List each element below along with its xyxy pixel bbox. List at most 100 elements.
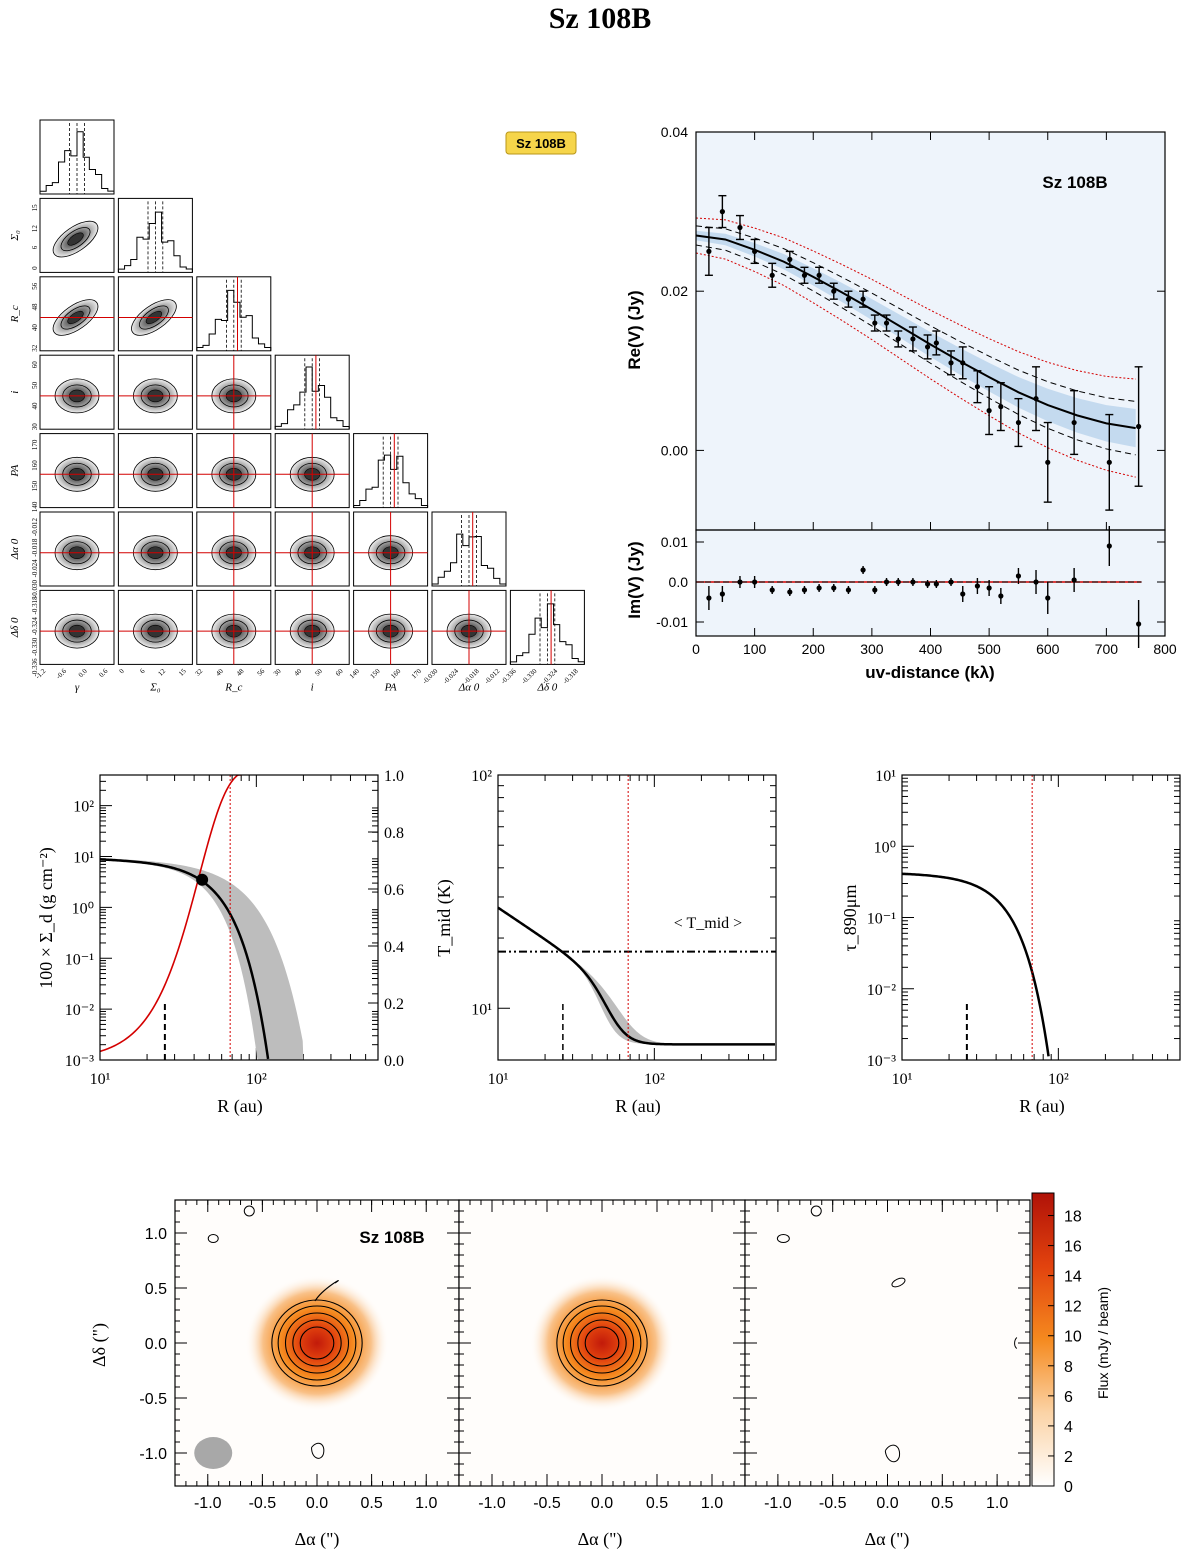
vis-re-point bbox=[816, 272, 822, 278]
corner-density bbox=[52, 220, 99, 258]
vis-im-point bbox=[769, 587, 775, 593]
tau-ytick-label: 10⁰ bbox=[874, 839, 896, 856]
vis-xtick-label: 700 bbox=[1095, 641, 1119, 657]
vis-im-point bbox=[933, 581, 939, 587]
corner-xlabel: Δα 0 bbox=[458, 681, 480, 693]
vis-re-point bbox=[1033, 396, 1039, 402]
sigma-ytick-label: 10⁻³ bbox=[65, 1053, 94, 1070]
corner-xtick: -0.012 bbox=[483, 667, 502, 686]
corner-ytick: 50 bbox=[31, 381, 39, 389]
corner-xtick: 30 bbox=[272, 667, 283, 678]
corner-ytick: 170 bbox=[31, 439, 39, 450]
corner-cell-frame bbox=[353, 433, 429, 509]
vis-envelope-line bbox=[695, 217, 1136, 380]
map-contour bbox=[577, 1319, 627, 1367]
tau-xlabel: R (au) bbox=[1019, 1096, 1064, 1117]
corner-cell-4-4 bbox=[353, 433, 429, 509]
corner-ytick: 56 bbox=[31, 282, 39, 290]
vis-re-point bbox=[933, 340, 939, 346]
corner-cell-4-1 bbox=[117, 433, 193, 509]
colorbar-tick-label: 10 bbox=[1064, 1329, 1082, 1346]
sigma-y2tick-label: 0.0 bbox=[384, 1053, 404, 1070]
tau-xtick-label: 10¹ bbox=[892, 1071, 913, 1088]
vis-xtick-label: 800 bbox=[1153, 641, 1177, 657]
corner-xtick: 12 bbox=[157, 667, 168, 678]
map-contour bbox=[284, 1312, 350, 1374]
corner-cell-3-2 bbox=[196, 354, 272, 430]
corner-cell-5-3 bbox=[274, 511, 350, 587]
corner-cell-4-0: 140 150 160 170 PA bbox=[9, 433, 115, 512]
corner-ytick: 15 bbox=[31, 204, 39, 212]
vis-im-point bbox=[706, 595, 712, 601]
corner-contour-mid bbox=[60, 227, 91, 252]
vis-xtick-label: 200 bbox=[802, 641, 826, 657]
map-ytick-label: -1.0 bbox=[139, 1446, 167, 1463]
vis-im-point bbox=[998, 593, 1004, 599]
corner-ytick: -0.024 bbox=[31, 559, 39, 578]
vis-re-ytick-label: 0.00 bbox=[661, 442, 688, 458]
corner-xlabel: γ bbox=[75, 681, 80, 693]
colorbar-tick-label: 0 bbox=[1064, 1479, 1073, 1496]
temp-xlabel: R (au) bbox=[615, 1096, 660, 1117]
vis-im-point bbox=[895, 579, 901, 585]
corner-cell-5-5 bbox=[431, 511, 507, 587]
corner-cell-frame bbox=[196, 276, 272, 352]
vis-re-point bbox=[986, 408, 992, 414]
vis-re-point bbox=[998, 404, 1004, 410]
sigma-y2tick-label: 0.8 bbox=[384, 825, 404, 842]
vis-re-point bbox=[860, 296, 866, 302]
vis-xtick-label: 600 bbox=[1036, 641, 1060, 657]
map-contour-extension bbox=[314, 1280, 339, 1302]
vis-xtick-label: 100 bbox=[743, 641, 767, 657]
corner-cell-frame bbox=[431, 511, 507, 587]
temp-annotation: < T_mid > bbox=[674, 915, 742, 932]
vis-im-point bbox=[883, 579, 890, 585]
vis-im-point bbox=[1136, 621, 1142, 627]
vis-title: Sz 108B bbox=[1042, 173, 1107, 192]
vis-xtick-label: 400 bbox=[919, 641, 943, 657]
vis-im-point bbox=[872, 587, 878, 593]
map-residual-contour bbox=[810, 1205, 822, 1217]
vis-re-point bbox=[960, 360, 966, 366]
colorbar-tick-label: 4 bbox=[1064, 1419, 1073, 1436]
corner-cell-2-0: 32 40 48 56 R_c bbox=[9, 276, 115, 352]
temp-line bbox=[497, 906, 775, 1046]
corner-xlabel: R_c bbox=[224, 681, 242, 693]
temp-xtick-label: 10² bbox=[644, 1071, 665, 1088]
map-contour bbox=[569, 1312, 635, 1374]
corner-ytick: 12 bbox=[31, 225, 39, 233]
corner-ytick: 6 bbox=[31, 245, 39, 249]
map-xtick-label: 0.5 bbox=[646, 1495, 668, 1512]
corner-cell-1-1 bbox=[117, 197, 193, 273]
vis-re-point bbox=[1106, 459, 1112, 465]
vis-re-ytick-label: 0.02 bbox=[661, 283, 688, 299]
corner-xtick: 56 bbox=[256, 667, 267, 678]
map-xtick-label: 0.5 bbox=[931, 1495, 953, 1512]
sigma-intersect-point bbox=[196, 873, 209, 886]
corner-ytick: -0.012 bbox=[31, 518, 39, 537]
vis-model-line bbox=[695, 234, 1136, 430]
vis-re-point bbox=[883, 320, 890, 326]
corner-xlabel: Δδ 0 bbox=[536, 681, 557, 693]
map-xtick-label: -1.0 bbox=[478, 1495, 506, 1512]
vis-im-ytick-label: -0.01 bbox=[656, 614, 688, 630]
corner-xtick: -0.030 bbox=[421, 667, 440, 686]
corner-ytick: -0.018 bbox=[31, 538, 39, 557]
vis-im-point bbox=[831, 585, 837, 591]
vis-re-point bbox=[895, 336, 901, 342]
sigma-line bbox=[100, 858, 270, 1060]
corner-ytick: -0.336 bbox=[31, 658, 39, 677]
vis-re-point bbox=[787, 256, 793, 262]
vis-im-point bbox=[845, 587, 852, 593]
corner-ylabel: Σ₀ bbox=[9, 230, 21, 242]
vis-im-point bbox=[924, 581, 931, 587]
corner-xlabel: PA bbox=[384, 681, 397, 693]
corner-cell-5-2 bbox=[196, 511, 272, 587]
colorbar: 0 2 4 6 8 10 12 14 16 18 bbox=[1031, 1192, 1082, 1496]
colorbar-tick-label: 8 bbox=[1064, 1359, 1073, 1376]
vis-re-point bbox=[737, 224, 743, 231]
vis-re-point bbox=[910, 336, 916, 342]
colorbar-gradient bbox=[1031, 1192, 1055, 1487]
